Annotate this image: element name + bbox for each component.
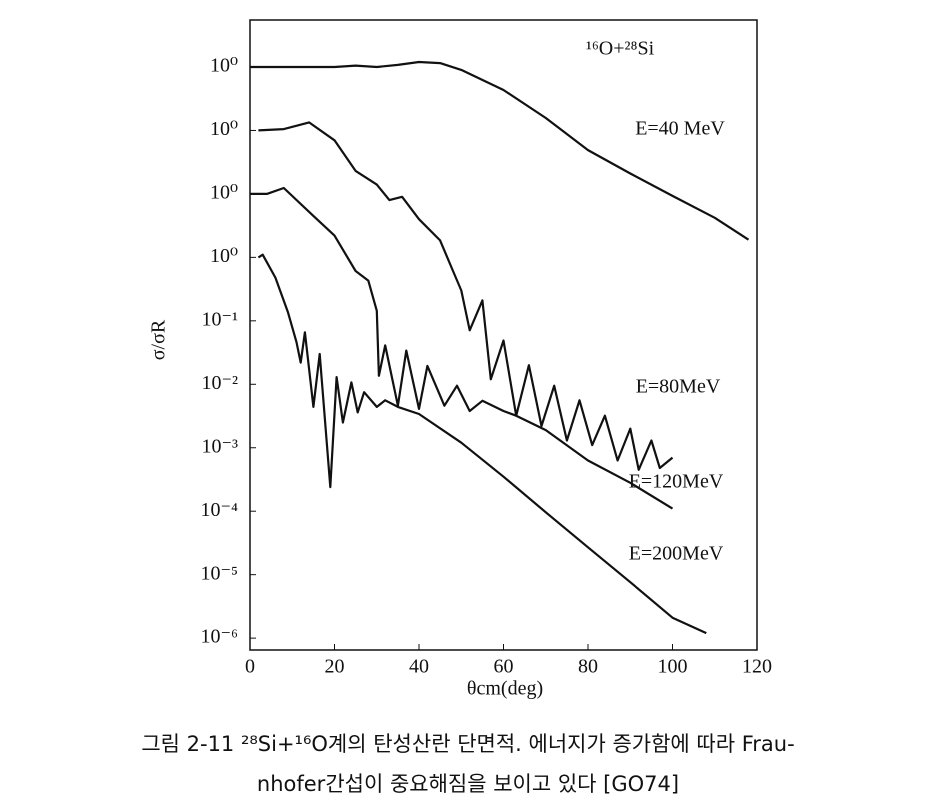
y-tick-label: 10⁻¹ <box>201 308 238 330</box>
series-label: E=200MeV <box>629 543 724 565</box>
y-tick-label: 10⁰ <box>210 245 238 267</box>
y-tick-label: 10⁻⁶ <box>200 626 238 648</box>
y-tick-label: 10⁻⁴ <box>200 499 238 521</box>
x-tick-label: 20 <box>325 656 345 678</box>
y-tick-label: 10⁻⁵ <box>200 562 238 584</box>
y-tick-label: 10⁰ <box>210 181 238 203</box>
y-tick-label: 10⁻² <box>201 372 238 394</box>
x-tick-label: 80 <box>578 656 598 678</box>
caption-line: nhofer간섭이 중요해짐을 보이고 있다 [GO74] <box>257 772 679 796</box>
series-line <box>258 121 674 471</box>
chart-title: ¹⁶O+²⁸Si <box>586 38 655 60</box>
y-axis-label: σ/σR <box>148 319 170 360</box>
x-axis-label: θcm(deg) <box>467 678 543 700</box>
series-label: E=40 MeV <box>635 118 725 140</box>
series-line <box>250 186 674 510</box>
series-line <box>250 60 750 241</box>
series-line <box>257 253 707 635</box>
x-tick-label: 60 <box>494 656 514 678</box>
y-tick-label: 10⁰ <box>210 118 238 140</box>
caption-line: 그림 2-11 ²⁸Si+¹⁶O계의 탄성산란 단면적. 에너지가 증가함에 따… <box>141 732 794 756</box>
x-tick-label: 100 <box>658 656 688 678</box>
y-tick-label: 10⁻³ <box>201 435 238 457</box>
x-tick-label: 40 <box>409 656 429 678</box>
x-tick-label: 120 <box>742 656 772 678</box>
series-label: E=80MeV <box>636 376 721 398</box>
y-tick-label: 10⁰ <box>210 55 238 77</box>
series-label: E=120MeV <box>629 471 724 493</box>
x-tick-label: 0 <box>245 656 255 678</box>
